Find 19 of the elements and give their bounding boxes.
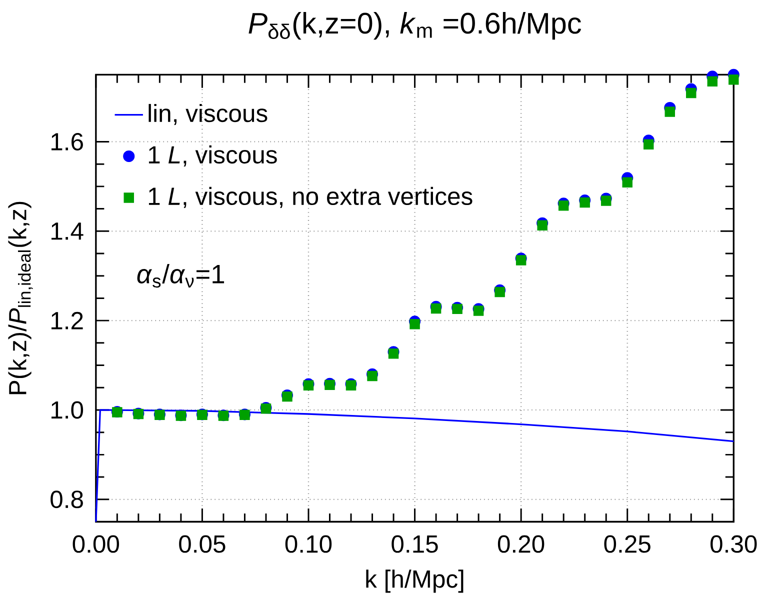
x-tick-label: 0.00: [72, 535, 120, 553]
annotation: α$_{s}$/α$_{ν}$=1: [137, 264, 224, 288]
x-tick-label: 0.15: [392, 535, 438, 553]
y-tick-label: 1.4: [52, 222, 84, 240]
x-tick-label: 0.10: [285, 535, 332, 553]
y-tick-label: 0.8: [50, 490, 83, 508]
y-tick-label: 1.2: [52, 312, 83, 330]
legend-label: 1 L, viscous: [148, 145, 277, 167]
x-axis-title: k [h/Mpc]: [366, 570, 464, 593]
chart-title: P$_{δδ}$(k,z=0), k$_{m}$ =0.6h/Mpc: [248, 12, 581, 40]
x-tick-label: 0.05: [179, 535, 226, 553]
legend-label: 1 L, viscous, no extra vertices: [148, 186, 472, 208]
y-tick-label: 1.0: [52, 401, 84, 419]
y-tick-label: 1.6: [52, 132, 83, 151]
y-axis-title: P(k,z)/P$_{lin,ideal}$(k,z): [8, 202, 33, 394]
legend-label: lin, viscous: [148, 104, 268, 126]
x-tick-label: 0.30: [710, 535, 757, 553]
x-tick-label: 0.25: [604, 535, 650, 553]
x-tick-label: 0.20: [498, 535, 544, 553]
